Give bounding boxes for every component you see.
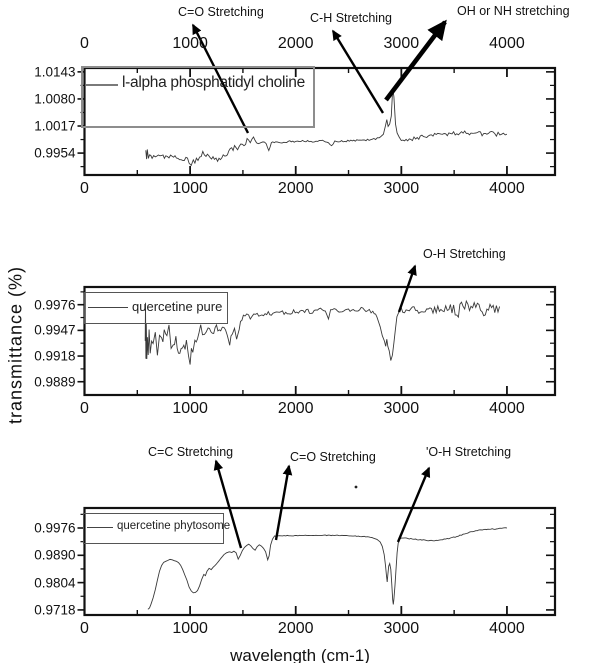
annotation-ch-stretching: C-H Stretching — [310, 11, 392, 25]
axis-tick-label: 1000 — [172, 400, 208, 417]
stray-dot — [354, 485, 358, 489]
plot-frame — [83, 285, 557, 397]
legend-label: quercetine pure — [132, 299, 223, 314]
axis-tick-label: 0.9889 — [34, 374, 76, 390]
annotation-oh-stretching-middle: O-H Stretching — [423, 247, 506, 261]
annotation-arrow — [213, 459, 243, 549]
axis-tick-label: 0.9947 — [34, 322, 76, 338]
plot-frame — [83, 66, 557, 177]
axis-tick-label: 3000 — [383, 400, 420, 417]
annotation-arrow — [384, 19, 447, 102]
annotation-arrow — [191, 23, 250, 134]
y-axis-title: transmittance (%) — [5, 265, 26, 425]
annotation-arrow — [397, 264, 417, 313]
legend-line-sample — [88, 307, 128, 308]
axis-tick-label: 2000 — [277, 35, 314, 52]
axis-tick-label: 0 — [80, 35, 89, 52]
spectrum-curve — [144, 299, 501, 365]
axis-tick-label: 3000 — [383, 180, 420, 197]
axis-tick-label: 3000 — [383, 620, 420, 637]
axis-tick-label: 1.0017 — [34, 118, 76, 134]
legend-label: l-alpha phosphatidyl choline — [122, 74, 305, 91]
annotation-oh-stretching-bottom: 'O-H Stretching — [426, 445, 512, 459]
axis-tick-label: 0.9954 — [34, 145, 76, 161]
legend-quercetine-pure: quercetine pure — [84, 292, 228, 324]
annotation-co-stretching-top: C=O Stretching — [178, 5, 264, 19]
axis-tick-label: 1000 — [172, 180, 208, 197]
legend-line-sample — [87, 527, 113, 528]
axis-tick-label: 2000 — [277, 400, 314, 417]
spectrum-curve — [147, 527, 507, 610]
axis-tick-label: 1000 — [172, 35, 208, 52]
axis-tick-label: 1.0080 — [34, 91, 76, 107]
axis-tick-label: 0 — [80, 620, 89, 637]
axis-tick-label: 0.9976 — [34, 297, 76, 313]
annotation-arrow — [331, 29, 385, 114]
annotation-co-stretching-bottom: C=O Stretching — [290, 450, 376, 464]
axis-tick-label: 0.9918 — [34, 348, 76, 364]
axis-tick-label: 0.9976 — [34, 520, 76, 536]
legend-phosphatidyl-choline: l-alpha phosphatidyl choline — [81, 66, 315, 128]
annotation-cc-stretching: C=C Stretching — [148, 445, 234, 459]
axis-tick-label: 4000 — [489, 620, 525, 637]
annotation-arrow — [274, 464, 293, 541]
spectrum-curve — [145, 88, 508, 167]
legend-label: quercetine phytosome — [117, 520, 231, 532]
axis-tick-label: 0.9718 — [34, 602, 76, 618]
x-axis-title: wavelength (cm-1) — [230, 646, 370, 663]
axis-tick-label: 2000 — [277, 180, 314, 197]
annotation-oh-nh-stretching: OH or NH stretching — [457, 4, 570, 18]
axis-tick-label: 1000 — [172, 620, 208, 637]
axis-tick-label: 0 — [80, 180, 89, 197]
axis-tick-label: 4000 — [489, 35, 525, 52]
axis-tick-label: 3000 — [383, 35, 420, 52]
axis-tick-label: 4000 — [489, 400, 525, 417]
plot-frame — [83, 506, 557, 617]
legend-line-sample — [86, 84, 118, 86]
annotation-arrow — [396, 466, 431, 543]
axis-tick-label: 1.0143 — [34, 64, 76, 80]
axis-tick-label: 0.9890 — [34, 547, 76, 563]
axis-tick-label: 0.9804 — [34, 575, 76, 591]
axis-tick-label: 4000 — [489, 180, 525, 197]
axis-tick-label: 2000 — [277, 620, 314, 637]
axis-tick-label: 0 — [80, 400, 89, 417]
legend-quercetine-phytosome: quercetine phytosome — [83, 513, 230, 544]
